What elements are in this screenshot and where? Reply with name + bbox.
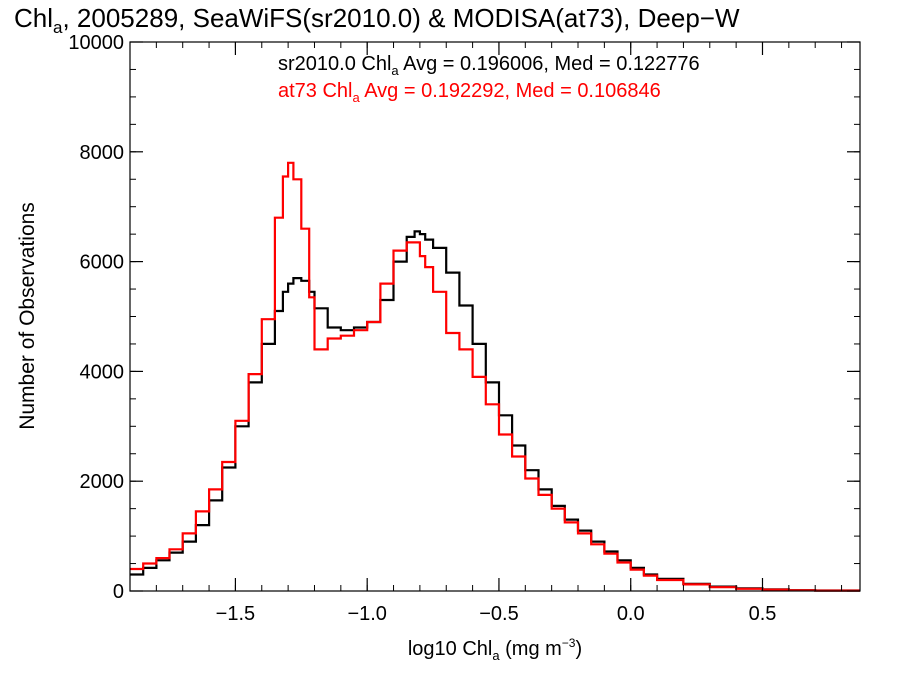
title-text-sub: a (53, 18, 63, 37)
x-tick-label: −0.5 (479, 603, 518, 625)
x-axis-label: log10 Chla (mg m−3) (408, 636, 582, 663)
y-tick-label: 4000 (80, 361, 125, 383)
title-text-main: Chl (14, 3, 53, 33)
xlabel-sup: −3 (562, 636, 576, 650)
x-tick-label: −1.5 (216, 603, 255, 625)
plot-frame (129, 41, 861, 592)
x-tick-label: 0.0 (617, 603, 645, 625)
y-tick-label: 10000 (68, 32, 124, 54)
y-tick-label: 8000 (80, 142, 125, 164)
x-tick-label: 0.5 (749, 603, 777, 625)
series-line-at73 (130, 161, 860, 592)
x-tick-label: −1.0 (347, 603, 386, 625)
stats-at73: at73 Chla Avg = 0.192292, Med = 0.106846 (278, 80, 661, 105)
xlabel-unit: (mg m (500, 638, 562, 660)
series-line-sr2010 (130, 230, 860, 592)
title-text-rest: , 2005289, SeaWiFS(sr2010.0) & MODISA(at… (62, 3, 739, 33)
chart-title: Chla, 2005289, SeaWiFS(sr2010.0) & MODIS… (14, 3, 740, 37)
y-tick-label: 0 (113, 581, 124, 603)
y-tick-label: 6000 (80, 252, 125, 274)
y-axis-label: Number of Observations (16, 202, 39, 430)
xlabel-main: log10 Chl (408, 638, 493, 660)
y-tick-label: 2000 (80, 471, 125, 493)
stats-sr2010: sr2010.0 Chla Avg = 0.196006, Med = 0.12… (278, 53, 700, 78)
xlabel-close: ) (575, 638, 582, 660)
xlabel-sub: a (492, 648, 500, 663)
